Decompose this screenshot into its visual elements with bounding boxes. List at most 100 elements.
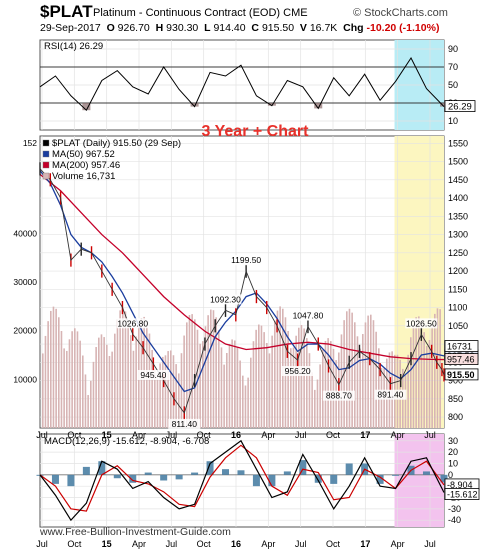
volume-bar — [260, 325, 263, 428]
rsi-tick-label: 10 — [448, 116, 458, 126]
volume-tick-label: 20000 — [13, 326, 37, 336]
change-value: -10.20 (-1.10%) — [366, 22, 440, 34]
volume-bar — [220, 347, 223, 428]
volume-bar — [311, 372, 313, 428]
macd-histogram-bar — [160, 474, 168, 481]
price-x-tick-label: 15 — [102, 430, 112, 440]
volume-bar — [330, 341, 332, 428]
price-x-tick-label: Apr — [132, 430, 146, 440]
volume-bar — [79, 340, 81, 428]
macd-histogram-bar — [51, 474, 59, 484]
price-x-tick-label: Apr — [391, 430, 405, 440]
open-value: 926.70 — [117, 22, 150, 34]
price-point-label: 1092.30 — [210, 294, 241, 304]
volume-bar — [130, 335, 132, 428]
macd-x-tick-label: 15 — [102, 539, 112, 549]
price-legend-entry: Volume 16,731 — [52, 171, 115, 182]
volume-bar — [183, 335, 185, 428]
macd-x-tick-label: Oct — [197, 539, 212, 549]
volume-bar — [316, 379, 319, 428]
volume-tick-label: 40000 — [13, 228, 37, 238]
volume-bar — [234, 340, 236, 428]
volume-bar — [223, 364, 225, 428]
macd-histogram-bar — [314, 474, 322, 483]
macd-histogram-bar — [299, 460, 307, 475]
volume-bar — [106, 344, 108, 428]
volume-bar — [111, 351, 113, 428]
macd-x-tick-label: Jul — [166, 539, 178, 549]
volume-bar — [439, 309, 441, 428]
price-legend-swatch — [42, 139, 50, 147]
volume-bar — [271, 335, 273, 428]
price-tick-label: 800 — [448, 412, 463, 422]
volume-bar — [290, 348, 292, 428]
volume-bar — [404, 375, 407, 428]
volume-bar — [292, 347, 295, 428]
price-x-tick-label: 17 — [360, 430, 370, 440]
price-legend-entry: MA(200) 957.46 — [52, 160, 120, 171]
volume-bar — [194, 319, 196, 428]
volume-bar — [127, 321, 129, 428]
volume-bar — [420, 321, 423, 428]
price-point-label: 811.40 — [172, 419, 198, 429]
price-tick-label: 1050 — [448, 321, 468, 331]
volume-bar — [324, 340, 327, 428]
volume-bar — [300, 325, 303, 428]
volume-bar — [199, 343, 201, 428]
volume-bar — [172, 355, 175, 428]
volume-label: V — [299, 22, 307, 34]
price-legend-swatch — [42, 161, 50, 169]
macd-value-label: -15.612 — [447, 490, 478, 500]
rsi-line — [39, 57, 445, 112]
macd-histogram-bar — [129, 474, 137, 483]
volume-bar — [84, 374, 87, 428]
price-x-tick-label: Jul — [424, 430, 436, 440]
ticker-symbol: $PLAT — [40, 2, 93, 21]
volume-bar — [239, 360, 241, 428]
price-label-bg — [291, 310, 324, 321]
rsi-oversold-fill — [82, 103, 91, 111]
volume-bar — [370, 314, 372, 428]
volume-bar — [82, 355, 84, 428]
volume-bar — [63, 348, 65, 428]
price-legend-swatch — [42, 172, 50, 180]
volume-bar — [175, 364, 177, 428]
instrument-name: Platinum - Continuous Contract (EOD) — [93, 7, 281, 19]
volume-bar — [303, 328, 305, 428]
macd-x-tick-label: Apr — [391, 539, 405, 549]
volume-bar — [114, 333, 116, 428]
price-x-tick-label: Oct — [326, 430, 341, 440]
price-tick-label: 1350 — [448, 211, 468, 221]
rsi-tick-label: 50 — [448, 80, 458, 90]
volume-bar — [124, 311, 127, 428]
macd-histogram-bar — [283, 471, 291, 475]
price-x-tick-label: Apr — [261, 430, 275, 440]
macd-histogram-bar — [237, 470, 245, 475]
volume-bar — [50, 310, 52, 428]
volume-bar — [162, 356, 164, 428]
volume-bar — [122, 307, 124, 428]
low-value: 914.40 — [213, 22, 246, 34]
low-label: L — [204, 22, 211, 34]
macd-histogram-bar — [392, 474, 400, 476]
macd-histogram-bar — [422, 471, 430, 475]
price-tick-label: 850 — [448, 394, 463, 404]
volume-bar — [250, 357, 252, 428]
price-point-label: 1199.50 — [231, 255, 261, 265]
macd-tick-label: -40 — [448, 515, 461, 525]
volume-bar — [135, 336, 137, 428]
volume-bar — [47, 321, 49, 428]
volume-bar — [322, 349, 324, 428]
macd-histogram-bar — [206, 461, 214, 475]
price-label-bg — [281, 366, 314, 377]
macd-tick-label: 0 — [448, 470, 453, 480]
volume-bar — [418, 316, 420, 428]
volume-bar — [95, 347, 97, 428]
price-x-tick-label: Oct — [67, 430, 82, 440]
volume-bar — [287, 331, 289, 428]
volume-bar — [228, 344, 231, 428]
volume-bar — [178, 373, 180, 428]
volume-bar — [58, 317, 60, 428]
